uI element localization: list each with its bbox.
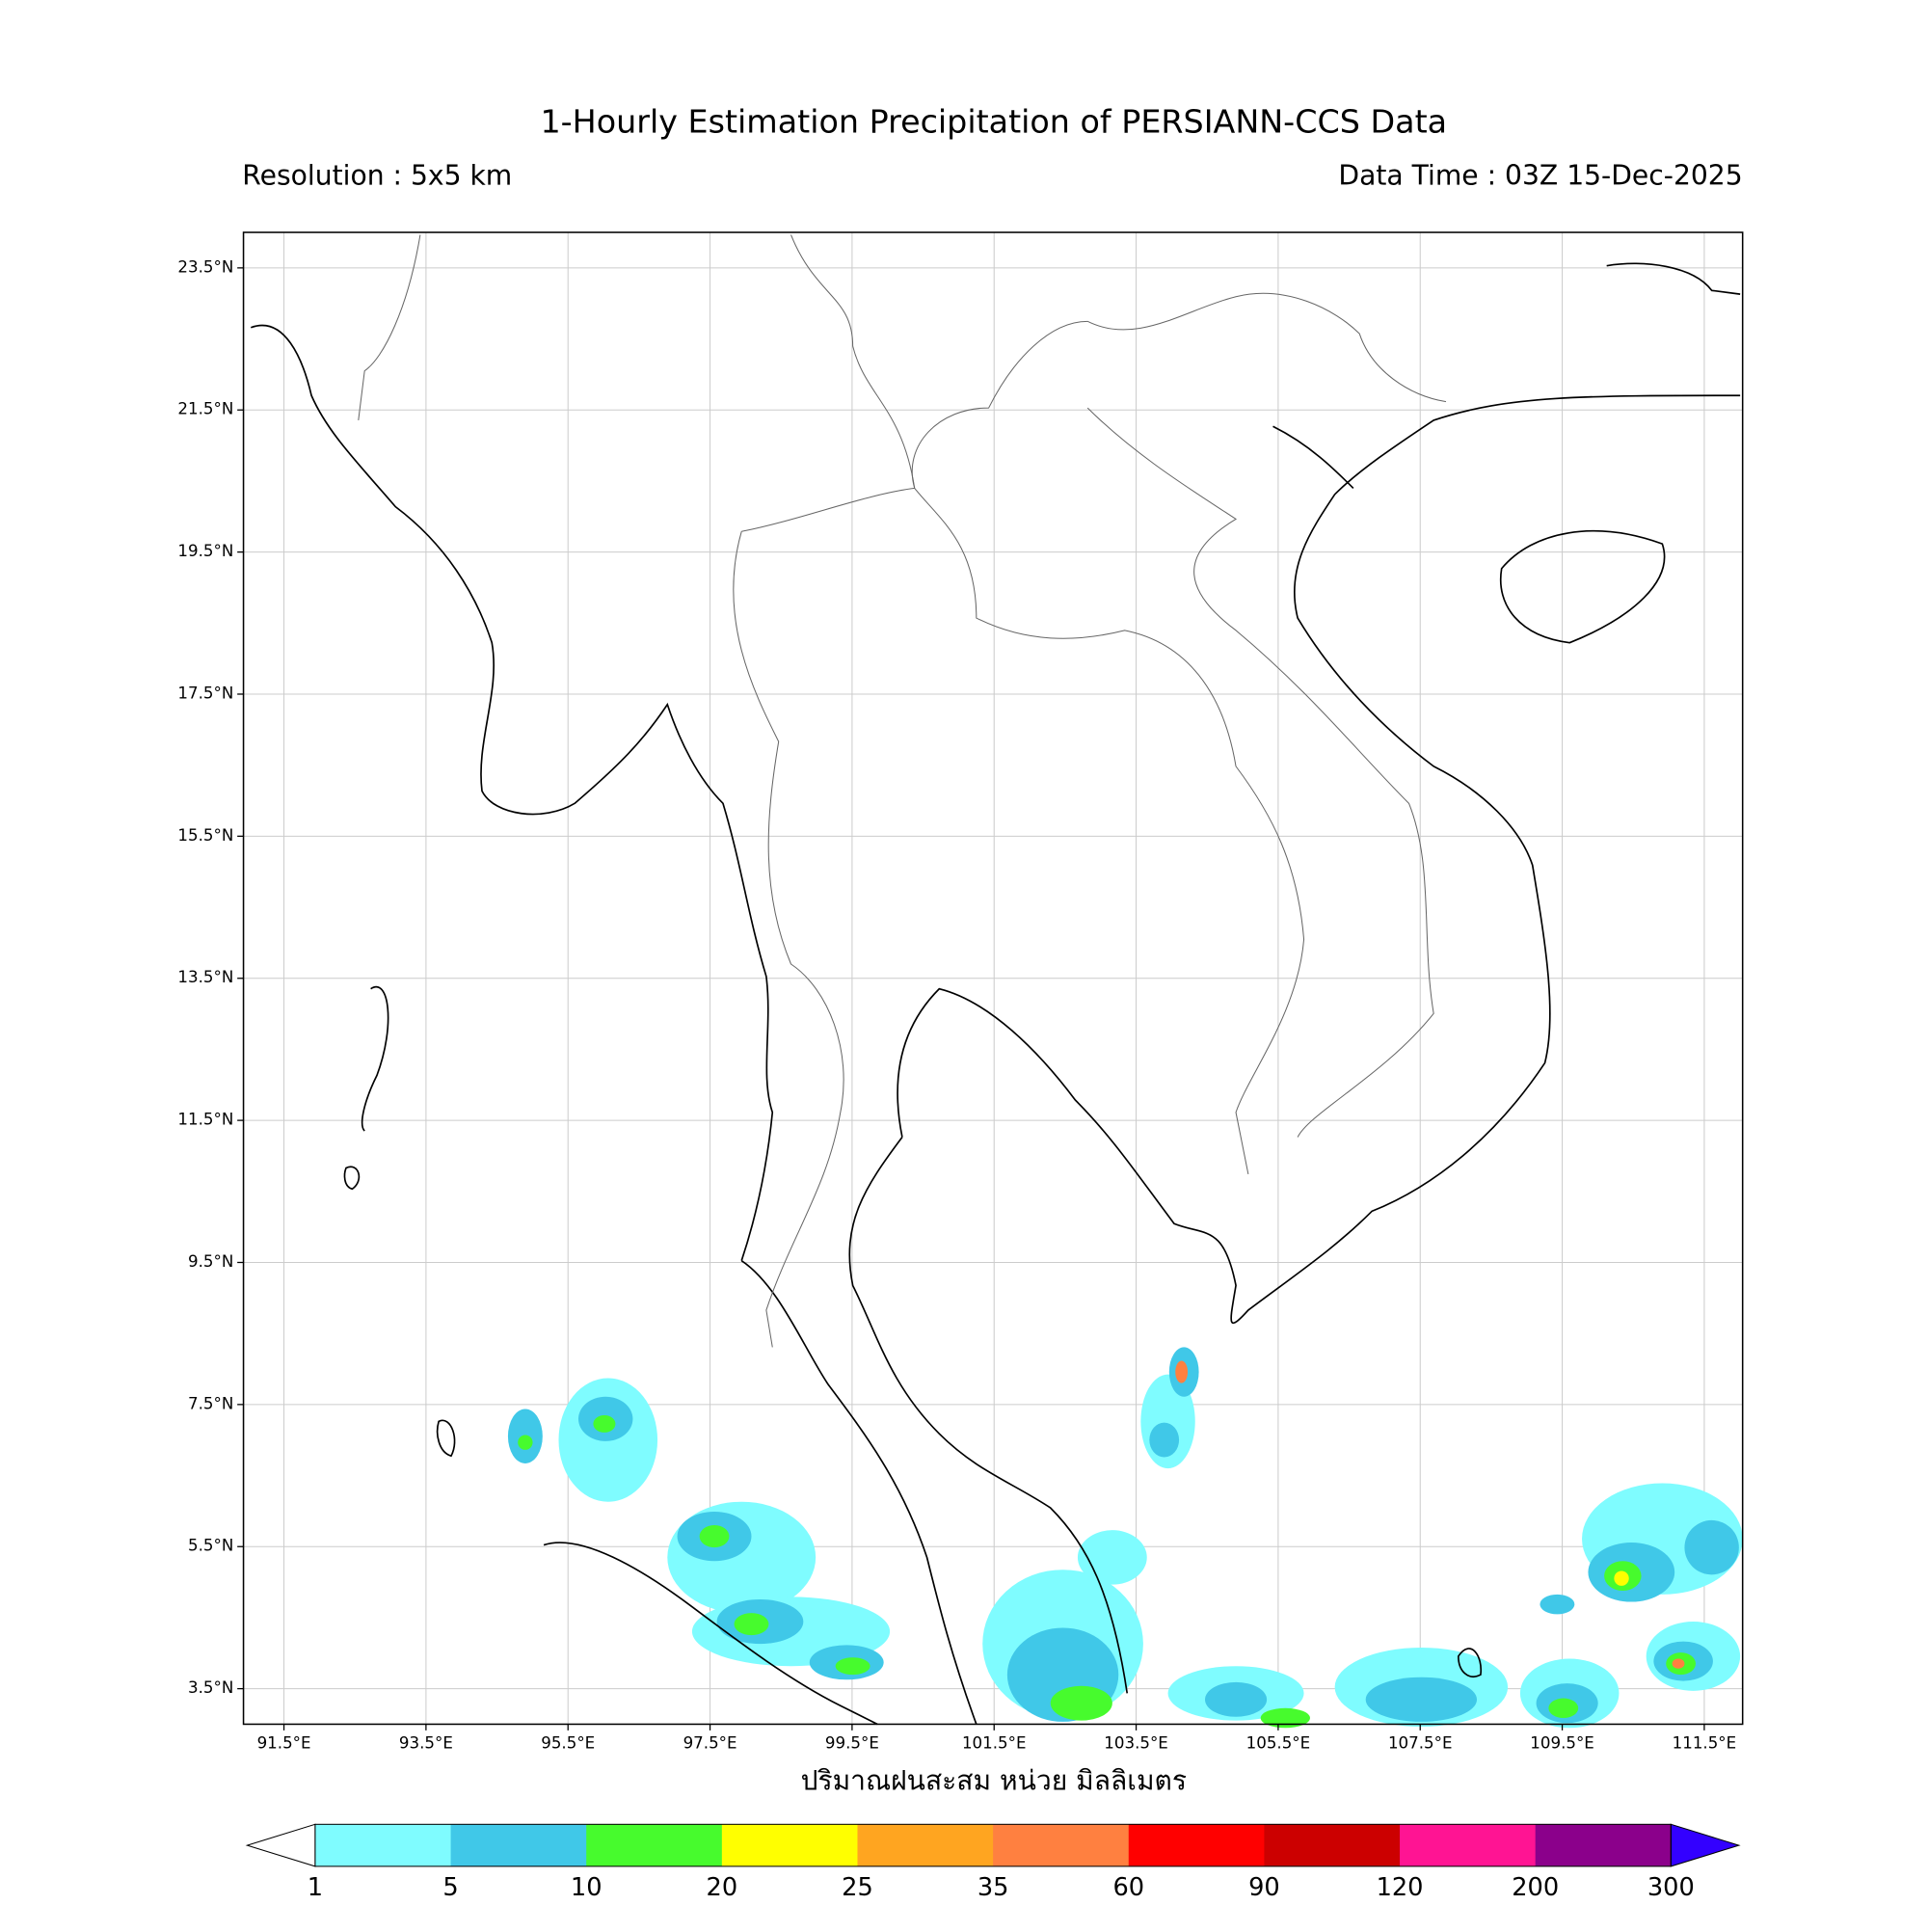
lon-tick-label: 95.5°E: [541, 1733, 595, 1752]
lat-tick-label: 5.5°N: [188, 1537, 233, 1555]
colorbar-outline: [314, 1823, 1672, 1867]
country-border: [1086, 407, 1434, 1138]
sumatra: [543, 1542, 878, 1726]
x-axis-label: ปริมาณฝนสะสม หน่วย มิลลิเมตร: [801, 1765, 1187, 1797]
colorbar-label: 25: [842, 1873, 873, 1902]
colorbar-label: 90: [1248, 1873, 1280, 1902]
borders: [358, 234, 1447, 1348]
colorbar-label: 300: [1647, 1873, 1695, 1902]
rain-area: [593, 1414, 616, 1433]
coastline: [250, 324, 774, 1261]
rain-area: [1672, 1658, 1685, 1669]
lon-tick-label: 97.5°E: [683, 1733, 737, 1752]
coastlines: [250, 262, 1741, 1726]
colorbar-label: 35: [977, 1873, 1009, 1902]
rain-area: [1365, 1677, 1478, 1722]
colorbar-label: 200: [1512, 1873, 1559, 1902]
lat-tick-label: 13.5°N: [177, 968, 233, 986]
precipitation: [507, 1347, 1743, 1729]
rain-area: [734, 1613, 769, 1636]
colorbar-label: 60: [1112, 1873, 1144, 1902]
lon-tick-label: 99.5°E: [825, 1733, 879, 1752]
colorbar-segment: [1264, 1824, 1401, 1866]
lat-tick-label: 15.5°N: [177, 826, 233, 845]
lat-tick-label: 7.5°N: [188, 1394, 233, 1412]
country-border: [733, 531, 844, 1348]
rain-area: [1614, 1570, 1629, 1586]
lon-tick-label: 105.5°E: [1246, 1733, 1311, 1752]
colorbar-label: 5: [442, 1873, 458, 1902]
colorbar-label: 1: [308, 1873, 323, 1902]
rain-area: [518, 1435, 533, 1450]
hainan: [1499, 529, 1666, 644]
colorbar-segment: [586, 1824, 723, 1866]
title: 1-Hourly Estimation Precipitation of PER…: [540, 103, 1447, 141]
colorbar-label: 10: [571, 1873, 602, 1902]
rain-area: [1260, 1707, 1310, 1729]
data-time: Data Time : 03Z 15-Dec-2025: [1338, 159, 1742, 191]
lon-tick-label: 101.5°E: [962, 1733, 1027, 1752]
lon-tick-label: 93.5°E: [399, 1733, 453, 1752]
lat-tick-label: 3.5°N: [188, 1678, 233, 1697]
lat-tick-label: 9.5°N: [188, 1252, 233, 1271]
lon-tick-label: 103.5°E: [1104, 1733, 1168, 1752]
lon-tick-label: 109.5°E: [1530, 1733, 1594, 1752]
lat-tick-label: 11.5°N: [177, 1111, 233, 1129]
colorbar-segment: [314, 1824, 452, 1866]
country-border: [911, 292, 1447, 489]
rain-area: [1540, 1594, 1575, 1615]
rain-area: [835, 1657, 870, 1676]
island: [361, 985, 389, 1132]
lat-tick-label: 23.5°N: [177, 257, 233, 276]
colorbar-segment: [721, 1824, 859, 1866]
colorbar-segment: [993, 1824, 1130, 1866]
coastline: [897, 394, 1741, 1324]
coastline: [848, 1136, 1129, 1694]
lon-tick-label: 107.5°E: [1388, 1733, 1453, 1752]
rain-area: [1684, 1519, 1739, 1575]
colorbar-segment: [1400, 1824, 1537, 1866]
rain-area: [699, 1525, 730, 1548]
lon-tick-label: 91.5°E: [257, 1733, 311, 1752]
country-border: [358, 234, 421, 420]
island: [343, 1166, 361, 1191]
coastline: [740, 1259, 977, 1725]
lat-tick-label: 19.5°N: [177, 542, 233, 560]
island: [1457, 1648, 1483, 1677]
rain-area: [1050, 1685, 1112, 1721]
graticule: [243, 232, 1743, 1725]
lon-tick-label: 111.5°E: [1673, 1733, 1737, 1752]
colorbar-label: 20: [707, 1873, 738, 1902]
lat-tick-label: 17.5°N: [177, 684, 233, 702]
colorbar-segment: [1128, 1824, 1266, 1866]
rain-area: [1205, 1681, 1268, 1717]
coastline: [1606, 262, 1741, 295]
rain-area: [1149, 1422, 1180, 1458]
colorbar-segment: [450, 1824, 587, 1866]
colorbar-label: 120: [1377, 1873, 1424, 1902]
colorbar-segment: [1535, 1824, 1672, 1866]
lat-tick-label: 21.5°N: [177, 400, 233, 418]
country-border: [741, 487, 1305, 1175]
coastline: [1272, 425, 1354, 489]
rain-area: [1175, 1360, 1189, 1383]
rain-area: [1548, 1698, 1579, 1719]
island: [436, 1419, 456, 1458]
resolution: Resolution : 5x5 km: [242, 159, 512, 191]
colorbar-segment: [857, 1824, 994, 1866]
colorbar: 1 5 10 20 25 35 60 90 120 200 300: [245, 1823, 1741, 1902]
country-border: [790, 234, 916, 489]
